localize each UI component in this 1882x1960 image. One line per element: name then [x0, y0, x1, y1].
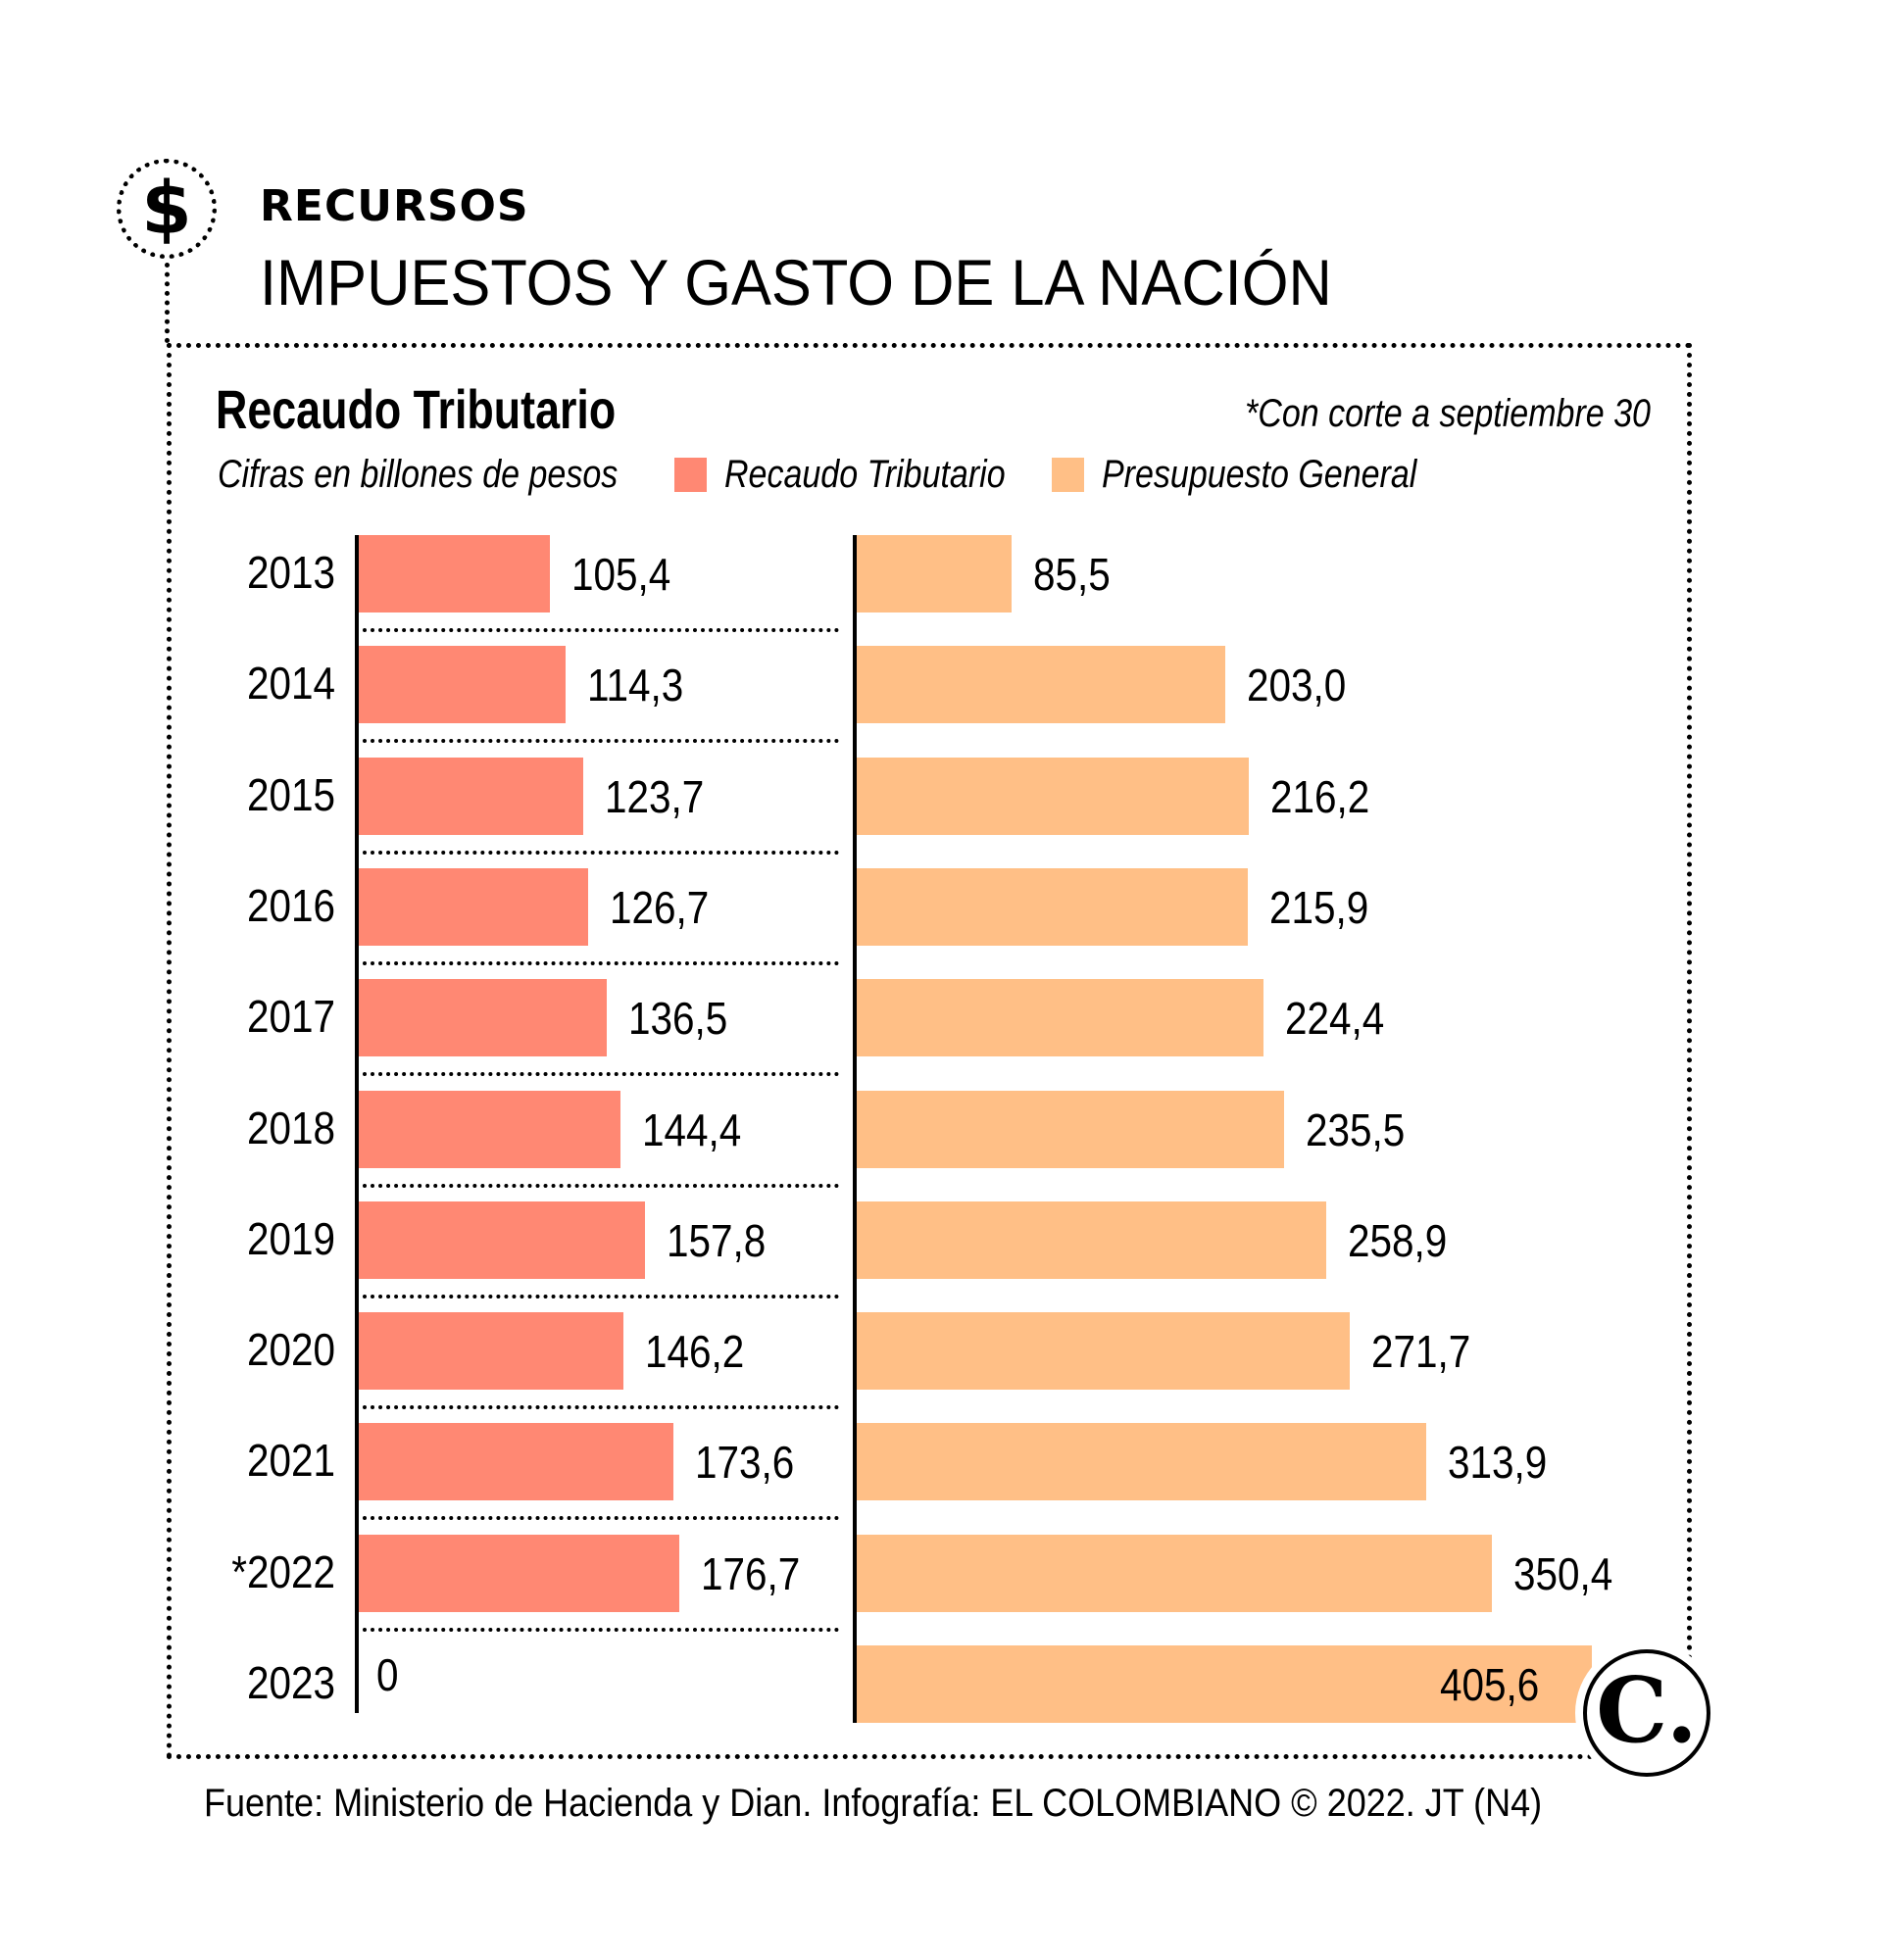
bar-recaudo	[359, 535, 550, 612]
row-separator	[363, 850, 839, 855]
bar-recaudo	[359, 757, 583, 835]
value-label-presupuesto: 224,4	[1285, 993, 1385, 1045]
row-separator	[363, 628, 839, 632]
category-label: *2022	[231, 1545, 335, 1597]
value-label-recaudo: 114,3	[587, 660, 684, 711]
bar-presupuesto	[857, 757, 1249, 835]
bar-presupuesto	[857, 867, 1249, 946]
category-label: 2014	[246, 658, 335, 710]
row-separator	[363, 1294, 839, 1298]
category-label: 2018	[246, 1102, 335, 1153]
headline: IMPUESTOS Y GASTO DE LA NACIÓN	[260, 246, 1332, 318]
category-label: 2023	[246, 1657, 335, 1708]
el-colombiano-logo-icon: C.	[1583, 1649, 1710, 1777]
bar-presupuesto	[857, 646, 1225, 724]
row-separator	[363, 1405, 839, 1410]
value-label-recaudo: 136,5	[627, 993, 727, 1045]
value-label-presupuesto: 313,9	[1447, 1437, 1548, 1489]
bar-recaudo	[359, 1312, 624, 1391]
chart-title: Recaudo Tributario	[216, 378, 617, 440]
legend-swatch-presupuesto	[1052, 458, 1084, 492]
chart-note: *Con corte a septiembre 30	[1245, 392, 1651, 435]
row-separator	[363, 960, 839, 965]
value-label-presupuesto: 216,2	[1269, 770, 1370, 822]
value-label-presupuesto: 258,9	[1347, 1214, 1448, 1266]
value-label-presupuesto: 85,5	[1033, 549, 1111, 600]
category-label: 2019	[246, 1212, 335, 1264]
bar-recaudo	[359, 867, 589, 946]
connector-line	[165, 263, 170, 343]
logo-glyph: C.	[1596, 1657, 1698, 1763]
row-separator	[363, 1627, 839, 1632]
value-label-presupuesto: 271,7	[1370, 1326, 1470, 1378]
bar-presupuesto	[857, 535, 1013, 612]
category-label: 2015	[246, 768, 335, 820]
source-footer: Fuente: Ministerio de Hacienda y Dian. I…	[204, 1782, 1543, 1825]
legend-item-presupuesto: Presupuesto General	[1052, 453, 1472, 497]
bar-presupuesto	[857, 979, 1264, 1057]
bar-recaudo	[359, 979, 607, 1057]
legend-item-recaudo: Recaudo Tributario	[674, 453, 1055, 497]
value-label-presupuesto: 215,9	[1269, 881, 1369, 933]
category-label: 2016	[246, 879, 335, 931]
value-label-recaudo: 146,2	[645, 1326, 745, 1378]
bar-recaudo	[359, 1423, 674, 1501]
row-separator	[363, 1183, 839, 1188]
dollar-icon: $	[141, 167, 192, 251]
dollar-icon-ring	[117, 159, 217, 259]
category-label: 2013	[246, 547, 335, 598]
category-label: 2021	[246, 1435, 335, 1487]
value-label-recaudo: 126,7	[610, 881, 710, 933]
bar-presupuesto	[857, 1645, 1593, 1723]
value-label-recaudo: 0	[376, 1649, 399, 1700]
axis-presupuesto	[853, 535, 857, 1723]
bar-presupuesto	[857, 1423, 1426, 1501]
bar-recaudo	[359, 646, 567, 724]
value-label-presupuesto: 203,0	[1246, 660, 1346, 711]
bar-presupuesto	[857, 1312, 1350, 1391]
legend-label-recaudo: Recaudo Tributario	[724, 453, 1006, 496]
bar-presupuesto	[857, 1534, 1493, 1612]
category-label: 2020	[246, 1324, 335, 1376]
section-kicker: RECURSOS	[260, 181, 529, 231]
value-label-presupuesto: 235,5	[1305, 1103, 1405, 1155]
row-separator	[363, 1516, 839, 1521]
value-label-recaudo: 157,8	[666, 1214, 767, 1266]
bar-recaudo	[359, 1534, 679, 1612]
value-label-presupuesto: 350,4	[1513, 1547, 1613, 1599]
value-label-recaudo: 176,7	[700, 1547, 801, 1599]
bar-presupuesto	[857, 1200, 1326, 1279]
value-label-recaudo: 123,7	[604, 770, 705, 822]
row-separator	[363, 739, 839, 744]
axis-recaudo	[355, 535, 359, 1713]
value-label-recaudo: 173,6	[695, 1437, 795, 1489]
value-label-presupuesto: 405,6	[1440, 1659, 1540, 1710]
chart-frame	[167, 343, 1692, 1759]
row-separator	[363, 1072, 839, 1077]
value-label-recaudo: 144,4	[642, 1103, 742, 1155]
bar-recaudo	[359, 1200, 645, 1279]
chart-units: Cifras en billones de pesos	[218, 453, 619, 496]
bar-recaudo	[359, 1090, 621, 1168]
legend-label-presupuesto: Presupuesto General	[1102, 453, 1417, 496]
category-label: 2017	[246, 991, 335, 1043]
value-label-recaudo: 105,4	[570, 549, 671, 600]
legend-swatch-recaudo	[674, 458, 707, 492]
bar-presupuesto	[857, 1090, 1284, 1168]
